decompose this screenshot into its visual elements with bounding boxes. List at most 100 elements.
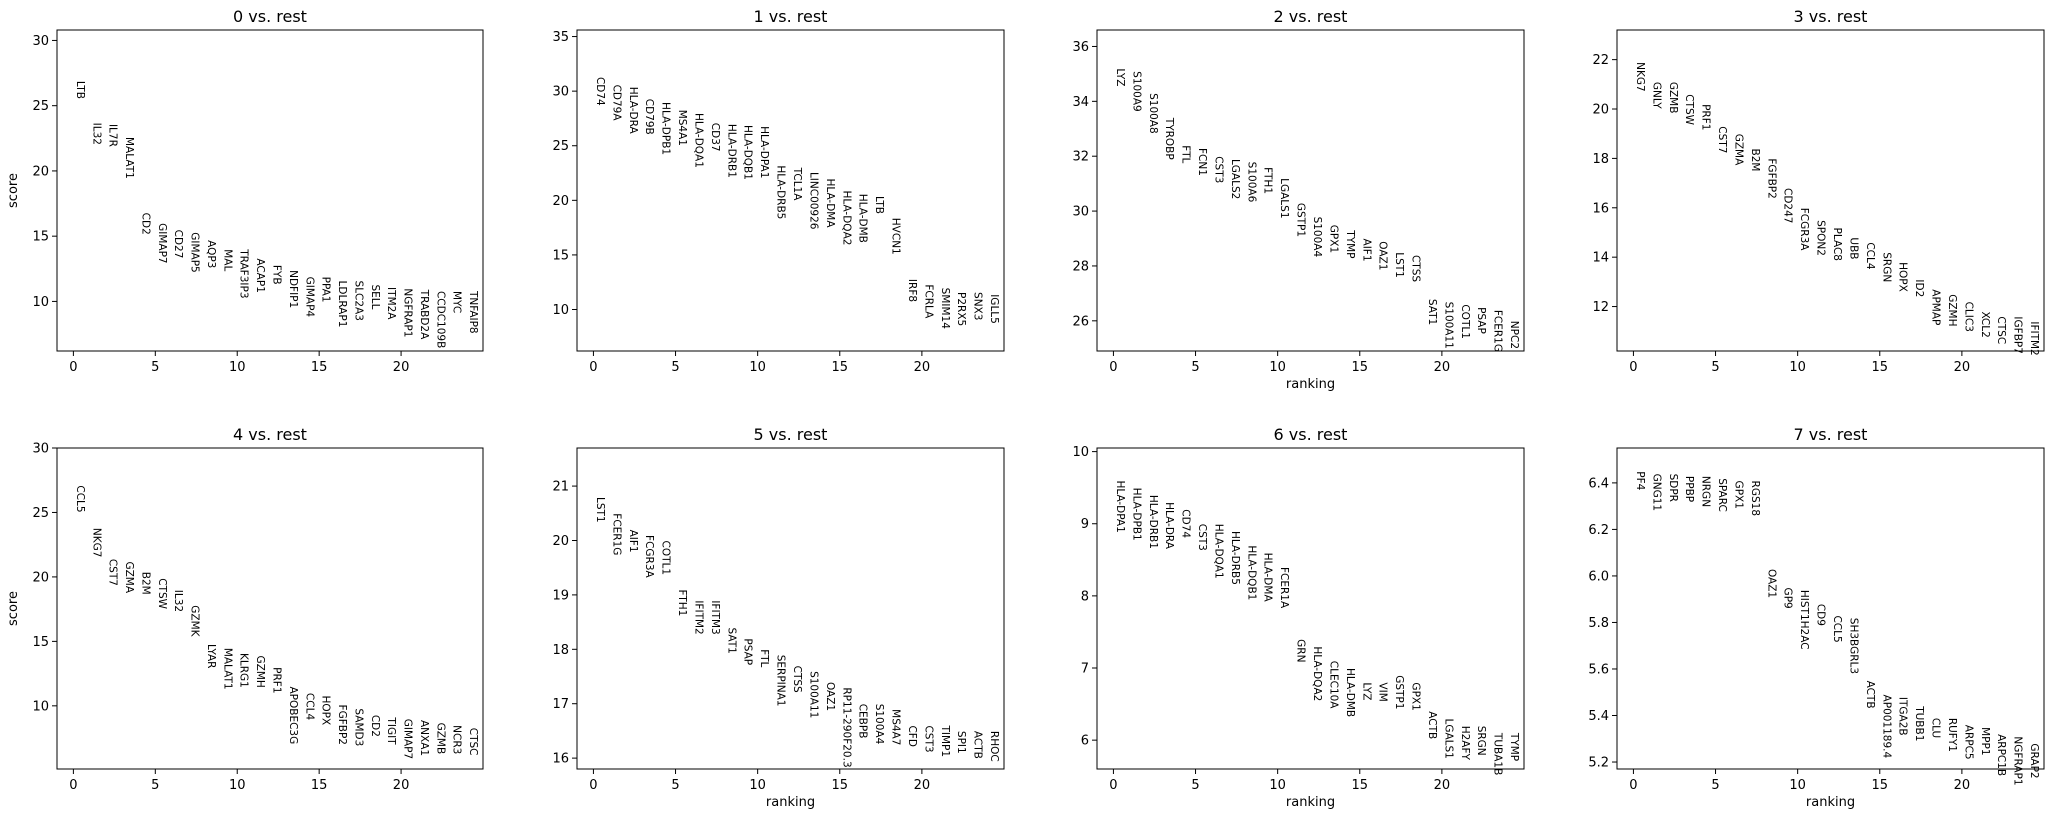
- x-tick-label: 20: [1434, 778, 1451, 793]
- gene-label: CTSW: [156, 578, 168, 609]
- y-tick-label: 6.0: [1588, 569, 1609, 584]
- gene-label: FGFBP2: [1765, 158, 1777, 198]
- gene-label: ACAP1: [254, 258, 266, 293]
- x-tick-label: 10: [1269, 778, 1286, 793]
- y-tick-label: 5.6: [1588, 662, 1609, 677]
- x-axis-label: ranking: [1806, 795, 1855, 810]
- y-tick-label: 30: [32, 442, 49, 457]
- y-tick-label: 22: [1592, 53, 1609, 68]
- gene-label: GPX1: [1732, 481, 1744, 509]
- gene-label: CD79B: [643, 99, 655, 135]
- y-tick-label: 10: [32, 699, 49, 714]
- y-tick-label: 5.2: [1588, 756, 1609, 771]
- gene-label: PLAC8: [1831, 228, 1843, 261]
- gene-label: HLA-DPA1: [1114, 480, 1126, 532]
- gene-label: SAT1: [1426, 299, 1438, 325]
- gene-label: HLA-DQB1: [742, 125, 754, 180]
- gene-label: TYMP: [1344, 229, 1356, 258]
- gene-label: CLEC10A: [1327, 661, 1339, 710]
- gene-label: HLA-DRB1: [725, 124, 737, 178]
- x-tick-label: 15: [1351, 360, 1368, 375]
- gene-label: SRGN: [1475, 726, 1487, 756]
- y-tick-label: 7: [1081, 662, 1089, 677]
- gene-label: GZMH: [254, 656, 266, 688]
- gene-label: LTB: [74, 81, 86, 99]
- gene-label: CST3: [922, 725, 934, 752]
- panel-title: 5 vs. rest: [754, 425, 828, 444]
- gene-label: FCER1A: [1278, 567, 1290, 609]
- x-tick-label: 0: [589, 360, 597, 375]
- gene-label: PF4: [1634, 471, 1646, 490]
- y-tick-label: 15: [32, 230, 49, 245]
- gene-label: CCL5: [1831, 615, 1843, 642]
- gene-label: CTSC: [467, 728, 479, 756]
- panel-4: 4 vs. rest 0 5 10 15 20 10 15 20 25 30 score CCL5 NKG…: [6, 425, 484, 793]
- x-tick-label: 5: [151, 360, 159, 375]
- gene-label: OAZ1: [1765, 569, 1777, 598]
- gene-label: MPP1: [1979, 727, 1991, 755]
- y-tick-label: 6.2: [1588, 523, 1609, 538]
- gene-label: IL32: [90, 123, 102, 145]
- y-tick-label: 28: [1072, 259, 1089, 274]
- gene-label: SELL: [369, 284, 381, 309]
- gene-label: LYAR: [205, 644, 217, 669]
- x-tick-label: 5: [671, 778, 679, 793]
- x-axis-label: ranking: [1286, 377, 1335, 392]
- gene-label: CTSW: [1683, 94, 1695, 125]
- gene-label: S100A4: [873, 704, 885, 745]
- x-tick-label: 20: [914, 360, 931, 375]
- gene-label: GZMB: [434, 723, 446, 755]
- gene-label: CCL4: [1864, 242, 1876, 270]
- gene-label: HVCN1: [890, 218, 902, 255]
- gene-label: GZMK: [189, 605, 201, 637]
- gene-label: FGFBP2: [336, 705, 348, 745]
- x-tick-label: 10: [749, 360, 766, 375]
- gene-label: FCGR3A: [1798, 208, 1810, 251]
- y-tick-label: 17: [552, 697, 569, 712]
- gene-label: APOBEC3G: [287, 686, 299, 744]
- gene-label: PRF1: [271, 667, 283, 693]
- gene-label: GNLY: [1650, 82, 1662, 109]
- gene-label: CD74: [594, 77, 606, 106]
- gene-label: IFITM3: [709, 600, 721, 634]
- panel-5: 5 vs. rest 0 5 10 15 20 16 17 18 19 20 21 ranking LST…: [552, 425, 1005, 810]
- y-tick-label: 34: [1072, 95, 1089, 110]
- gene-label: TUBA1B: [1492, 732, 1504, 775]
- gene-label: LGALS1: [1278, 178, 1290, 218]
- gene-label: TIGIT: [385, 716, 397, 745]
- gene-label: CTSS: [791, 666, 803, 693]
- gene-label: B2M: [139, 572, 151, 595]
- y-tick-label: 18: [552, 643, 569, 658]
- panel-7: 7 vs. rest 0 5 10 15 20 5.2 5.4 5.6 5.8 6.0 6.2 6.4 r…: [1588, 425, 2045, 810]
- x-axis-label: ranking: [1286, 795, 1335, 810]
- gene-label: COTL1: [660, 540, 672, 575]
- gene-label: NRGN: [1700, 476, 1712, 507]
- gene-label: FTH1: [1262, 167, 1274, 194]
- gene-label: HLA-DMB: [1344, 668, 1356, 717]
- gene-label: PRF1: [1700, 104, 1712, 130]
- x-tick-label: 10: [1789, 778, 1806, 793]
- gene-label: ARPC5: [1962, 725, 1974, 760]
- gene-label: CCL5: [74, 485, 86, 512]
- y-axis-label: score: [6, 591, 21, 626]
- panel-title: 7 vs. rest: [1794, 425, 1868, 444]
- gene-label: MALAT1: [221, 648, 233, 690]
- y-tick-label: 14: [1592, 251, 1609, 266]
- gene-label: ITM2A: [385, 287, 397, 320]
- gene-label: NGFRAP1: [402, 288, 414, 337]
- panel-title: 4 vs. rest: [233, 425, 307, 444]
- gene-label: NDFIP1: [287, 270, 299, 308]
- x-tick-label: 5: [671, 360, 679, 375]
- gene-label: ACTB: [1426, 711, 1438, 739]
- gene-label: MAL: [221, 249, 233, 271]
- gene-label: MALAT1: [123, 137, 135, 179]
- panel-title: 3 vs. rest: [1794, 7, 1868, 26]
- x-tick-label: 5: [1711, 360, 1719, 375]
- x-tick-label: 20: [393, 778, 410, 793]
- gene-label: S100A8: [1147, 93, 1159, 134]
- plot-frame: [1096, 447, 1525, 770]
- gene-label: S100A9: [1130, 71, 1142, 112]
- gene-label: LDLRAP1: [336, 281, 348, 328]
- gene-label: GZMA: [123, 561, 135, 593]
- y-tick-label: 26: [1072, 314, 1089, 329]
